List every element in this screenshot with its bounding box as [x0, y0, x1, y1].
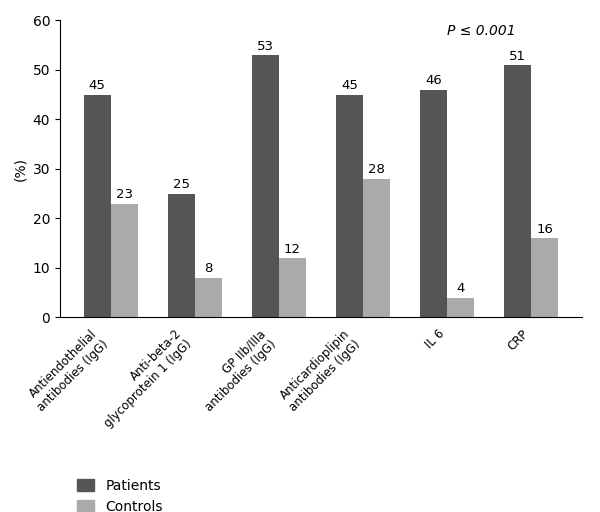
Text: 12: 12 — [284, 243, 301, 255]
Text: P ≤ 0.001: P ≤ 0.001 — [446, 24, 515, 38]
Bar — [279, 258, 306, 317]
Bar — [447, 297, 474, 317]
Text: 16: 16 — [536, 223, 553, 236]
Legend: Patients, Controls: Patients, Controls — [77, 479, 163, 512]
Text: 28: 28 — [368, 163, 385, 176]
Text: 23: 23 — [116, 188, 133, 201]
Text: 4: 4 — [457, 282, 465, 295]
Bar — [505, 65, 532, 317]
Bar — [195, 278, 222, 317]
Text: 53: 53 — [257, 39, 274, 53]
Bar — [336, 95, 363, 317]
Bar — [110, 204, 137, 317]
Bar — [252, 55, 279, 317]
Y-axis label: (%): (%) — [13, 157, 27, 181]
Bar — [363, 179, 390, 317]
Bar — [84, 95, 110, 317]
Text: 45: 45 — [89, 79, 106, 92]
Bar — [420, 90, 447, 317]
Text: 46: 46 — [425, 74, 442, 88]
Bar — [168, 194, 195, 317]
Text: 8: 8 — [204, 262, 212, 275]
Text: 45: 45 — [341, 79, 358, 92]
Text: 25: 25 — [173, 178, 190, 191]
Text: 51: 51 — [509, 50, 526, 62]
Bar — [532, 238, 558, 317]
